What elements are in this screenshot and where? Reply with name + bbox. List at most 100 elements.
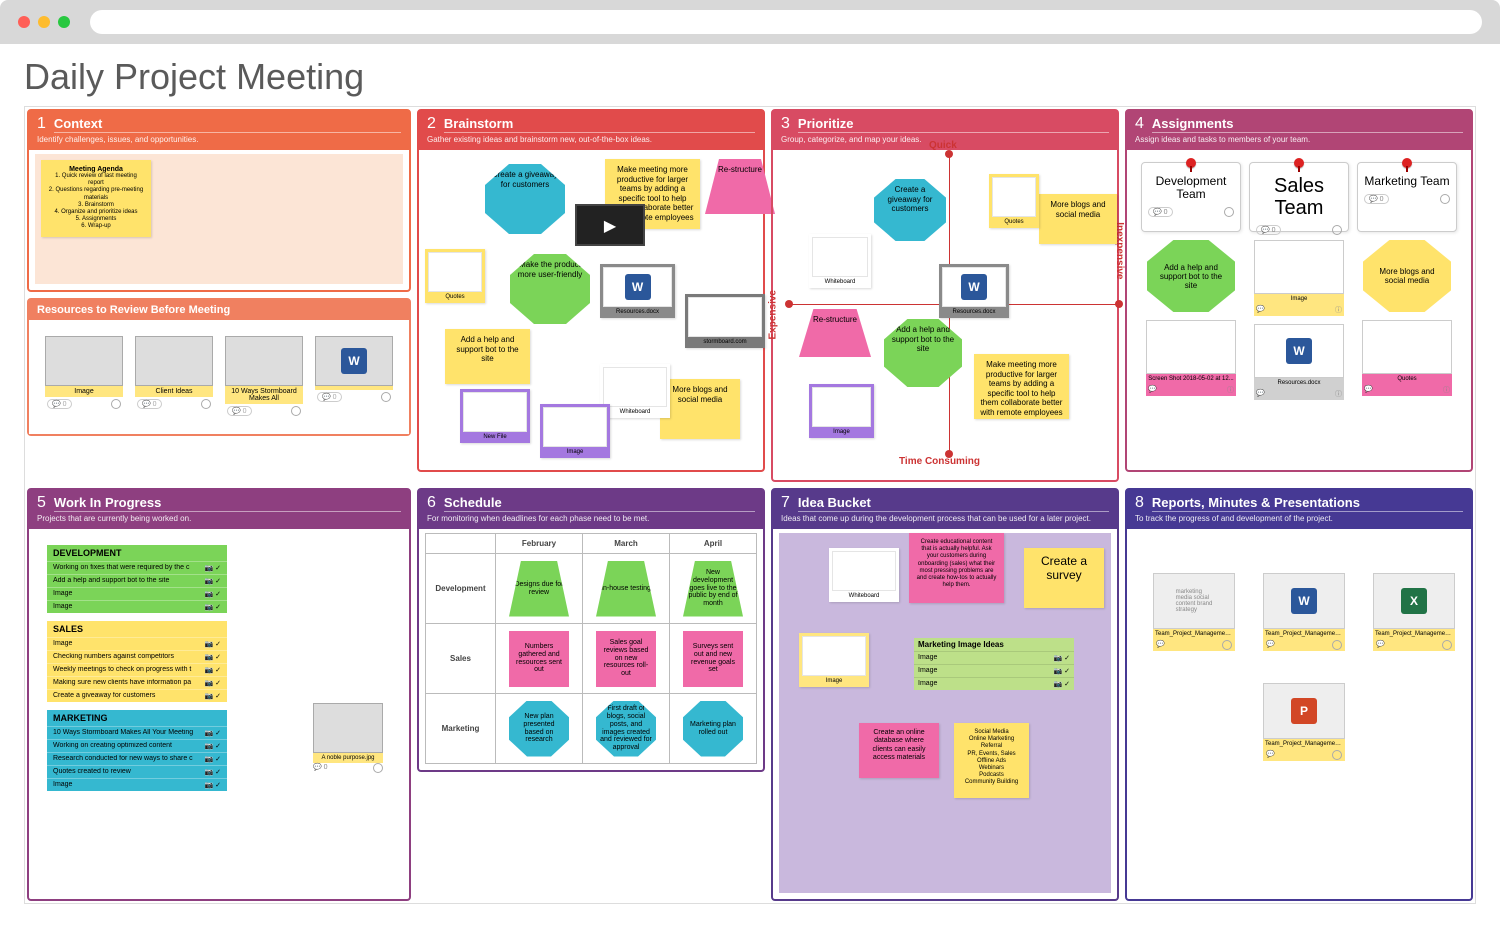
wip-item[interactable]: Working on fixes that were required by t…	[47, 561, 227, 574]
section-context: 1Context Identify challenges, issues, an…	[27, 109, 411, 292]
schedule-cell[interactable]: Surveys sent out and new revenue goals s…	[683, 631, 743, 687]
schedule-cell[interactable]: New plan presented based on research	[509, 701, 569, 757]
section-schedule: 6Schedule For monitoring when deadlines …	[417, 488, 765, 772]
wip-item[interactable]: Image📷 ✓	[47, 600, 227, 613]
wip-item[interactable]: Add a help and support bot to the site📷 …	[47, 574, 227, 587]
wip-group[interactable]: SALES Image📷 ✓Checking numbers against c…	[47, 621, 227, 702]
report-file[interactable]: W Team_Project_Management_... 💬	[1263, 573, 1345, 651]
schedule-cell[interactable]: Numbers gathered and resources sent out	[509, 631, 569, 687]
row-label: Marketing	[426, 694, 496, 764]
idea-list[interactable]: Marketing Image Ideas Image📷 ✓Image📷 ✓Im…	[914, 638, 1074, 690]
sticky-note[interactable]: Create an online database where clients …	[859, 723, 939, 778]
wip-item[interactable]: Weekly meetings to check on progress wit…	[47, 663, 227, 676]
resource-thumb[interactable]: Image 💬 0	[45, 336, 123, 418]
file-card[interactable]: New File	[460, 389, 530, 443]
wip-item[interactable]: Image📷 ✓	[47, 637, 227, 650]
file-card[interactable]: Whiteboard	[809, 234, 871, 288]
report-file[interactable]: X Team_Project_Management_... 💬	[1373, 573, 1455, 651]
wip-item[interactable]: Making sure new clients have information…	[47, 676, 227, 689]
browser-chrome	[0, 0, 1500, 44]
wip-item[interactable]: Image📷 ✓	[47, 778, 227, 791]
file-card[interactable]: Image	[799, 633, 869, 687]
sticky-note[interactable]: Add a help and support bot to the site	[445, 329, 530, 384]
file-card[interactable]: stormboard.com	[685, 294, 765, 348]
wip-item[interactable]: Quotes created to review📷 ✓	[47, 765, 227, 778]
report-file[interactable]: P Team_Project_Management_... 💬	[1263, 683, 1345, 761]
file-card[interactable]: Whiteboard	[600, 364, 670, 418]
url-bar[interactable]	[90, 10, 1482, 34]
file-card[interactable]: Image	[809, 384, 874, 438]
pin-icon	[1294, 158, 1304, 168]
page-title: Daily Project Meeting	[24, 56, 1476, 98]
section-work-in-progress: 5Work In Progress Projects that are curr…	[27, 488, 411, 901]
wip-group[interactable]: MARKETING 10 Ways Stormboard Makes All Y…	[47, 710, 227, 791]
assignment-note[interactable]: Add a help and support bot to the site	[1147, 240, 1235, 312]
traffic-red[interactable]	[18, 16, 30, 28]
assignment-file[interactable]: W Resources.docx 💬ⓘ	[1254, 324, 1344, 400]
sticky-note[interactable]: More blogs and social media	[1039, 194, 1117, 244]
section-assignments: 4Assignments Assign ideas and tasks to m…	[1125, 109, 1473, 472]
axis-top: Quick	[929, 140, 957, 151]
section-prioritize: 3Prioritize Group, categorize, and map y…	[771, 109, 1119, 482]
idea-list-item[interactable]: Image📷 ✓	[914, 651, 1074, 664]
resource-thumb[interactable]: Client Ideas 💬 0	[135, 336, 213, 418]
agenda-sticky[interactable]: Meeting Agenda 1. Quick review of last m…	[41, 160, 151, 237]
wip-item[interactable]: Research conducted for new ways to share…	[47, 752, 227, 765]
team-card[interactable]: Sales Team 💬 0	[1249, 162, 1349, 232]
team-card[interactable]: Marketing Team 💬 0	[1357, 162, 1457, 232]
file-card[interactable]: W Resources.docx	[939, 264, 1009, 318]
sticky-note[interactable]: Create educational content that is actua…	[909, 533, 1004, 603]
section-idea-bucket: 7Idea Bucket Ideas that come up during t…	[771, 488, 1119, 901]
idea-list-item[interactable]: Image📷 ✓	[914, 664, 1074, 677]
file-card[interactable]: W Resources.docx	[600, 264, 675, 318]
sticky-note[interactable]: Add a help and support bot to the site	[884, 319, 962, 387]
assignment-file[interactable]: Image 💬ⓘ	[1254, 240, 1344, 316]
resource-thumb[interactable]: W 💬 0	[315, 336, 393, 418]
pin-icon	[1402, 158, 1412, 168]
idea-list-item[interactable]: Image📷 ✓	[914, 677, 1074, 690]
file-card[interactable]: Quotes	[989, 174, 1039, 228]
wip-item[interactable]: Image📷 ✓	[47, 587, 227, 600]
sticky-note[interactable]: Make the product more user-friendly	[510, 254, 590, 324]
row-label: Development	[426, 554, 496, 624]
wip-item[interactable]: Create a giveaway for customers📷 ✓	[47, 689, 227, 702]
wip-item[interactable]: Working on creating optimized content📷 ✓	[47, 739, 227, 752]
schedule-cell[interactable]: In-house testing	[596, 561, 656, 617]
axis-bottom: Time Consuming	[899, 456, 980, 467]
file-card[interactable]: Whiteboard	[829, 548, 899, 602]
sticky-note[interactable]: Re-structure	[799, 309, 871, 357]
video-thumb[interactable]: ▶	[575, 204, 645, 246]
schedule-cell[interactable]: Designs due for review	[509, 561, 569, 617]
sticky-note[interactable]: Create a giveaway for customers	[874, 179, 946, 241]
wip-group[interactable]: DEVELOPMENT Working on fixes that were r…	[47, 545, 227, 613]
assignment-file[interactable]: Quotes 💬ⓘ	[1362, 320, 1452, 396]
schedule-cell[interactable]: First draft of blogs, social posts, and …	[596, 701, 656, 757]
wip-item[interactable]: Checking numbers against competitors📷 ✓	[47, 650, 227, 663]
schedule-cell[interactable]: New development goes live to the public …	[683, 561, 743, 617]
sticky-note[interactable]: More blogs and social media	[660, 379, 740, 439]
month-header: March	[583, 534, 670, 554]
resource-thumb[interactable]: 10 Ways Stormboard Makes All 💬 0	[225, 336, 303, 418]
sticky-note[interactable]: Create a giveaway for customers	[485, 164, 565, 234]
schedule-table: FebruaryMarchAprilDevelopmentDesigns due…	[425, 533, 757, 764]
schedule-cell[interactable]: Marketing plan rolled out	[683, 701, 743, 757]
wip-item[interactable]: 10 Ways Stormboard Makes All Your Meetin…	[47, 726, 227, 739]
sticky-note[interactable]: Re-structure	[705, 159, 775, 214]
report-file[interactable]: marketingmedia socialcontent brandstrate…	[1153, 573, 1235, 651]
schedule-cell[interactable]: Sales goal reviews based on new resource…	[596, 631, 656, 687]
section-brainstorm: 2Brainstorm Gather existing ideas and br…	[417, 109, 765, 472]
resources-title: Resources to Review Before Meeting	[29, 300, 409, 320]
pin-icon	[1186, 158, 1196, 168]
file-card[interactable]: Image	[540, 404, 610, 458]
board: 1Context Identify challenges, issues, an…	[24, 106, 1476, 904]
traffic-yellow[interactable]	[38, 16, 50, 28]
sticky-note[interactable]: Create a survey	[1024, 548, 1104, 608]
traffic-green[interactable]	[58, 16, 70, 28]
assignment-note[interactable]: More blogs and social media	[1363, 240, 1451, 312]
file-card[interactable]: Quotes	[425, 249, 485, 303]
wip-side-file[interactable]: A noble purpose.jpg 💬 0	[313, 703, 383, 773]
assignment-file[interactable]: Screen Shot 2018-05-02 at 12... 💬ⓘ	[1146, 320, 1236, 396]
team-card[interactable]: Development Team 💬 0	[1141, 162, 1241, 232]
sticky-note[interactable]: Social Media Online Marketing Referral P…	[954, 723, 1029, 798]
sticky-note[interactable]: Make meeting more productive for larger …	[974, 354, 1069, 419]
